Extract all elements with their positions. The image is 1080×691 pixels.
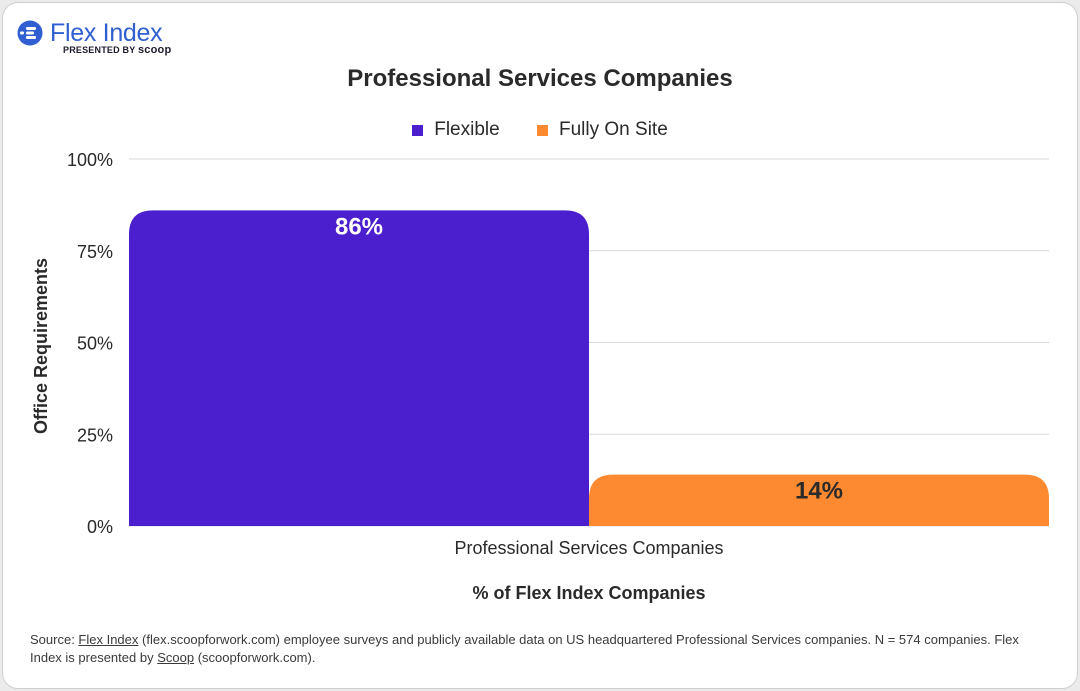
source-middle-text: (flex.scoopforwork.com) employee surveys… xyxy=(30,632,1019,665)
partner-name: scoop xyxy=(137,44,172,56)
x-category-label: Professional Services Companies xyxy=(454,538,723,558)
bar-fully-on-site xyxy=(589,474,1049,526)
brand-name: Flex Index xyxy=(50,19,163,47)
legend-swatch-fully-on-site xyxy=(537,124,548,136)
legend-item-flexible: Flexible xyxy=(412,119,500,141)
y-axis-title: Office Requirements xyxy=(31,258,51,434)
data-label-flexible: 86% xyxy=(335,213,383,240)
legend-label-flexible: Flexible xyxy=(434,119,500,140)
flex-index-logo-icon xyxy=(17,20,43,46)
source-link-scoop[interactable]: Scoop xyxy=(157,650,195,665)
bar-chart: 0% 25% 50% 75% 100% 86% 14% Professional Servic… xyxy=(31,150,1049,603)
legend-item-fully-on-site: Fully On Site xyxy=(537,119,668,141)
x-axis-title: % of Flex Index Companies xyxy=(472,583,705,603)
source-suffix: (scoopforwork.com). xyxy=(194,650,316,665)
y-tick-label: 75% xyxy=(77,242,113,262)
legend-label-fully-on-site: Fully On Site xyxy=(559,119,668,140)
y-tick-label: 100% xyxy=(67,150,113,170)
source-link-flex-index[interactable]: Flex Index xyxy=(78,632,139,647)
source-prefix: Source: xyxy=(30,632,79,647)
bar-flexible xyxy=(129,210,589,526)
y-tick-label: 25% xyxy=(77,425,113,445)
legend-swatch-flexible xyxy=(412,124,424,136)
data-label-fully-on-site: 14% xyxy=(795,478,843,505)
y-tick-label: 0% xyxy=(87,517,113,537)
brand-presented-by: PRESENTED BY scoop xyxy=(63,45,171,56)
presented-by-text: PRESENTED BY xyxy=(63,45,136,55)
source-note: Source: Flex Index (flex.scoopforwork.co… xyxy=(30,631,1050,667)
y-tick-label: 50% xyxy=(77,334,113,354)
chart-title: Professional Services Companies xyxy=(347,65,733,92)
chart-legend: Flexible Fully On Site xyxy=(3,119,1077,142)
